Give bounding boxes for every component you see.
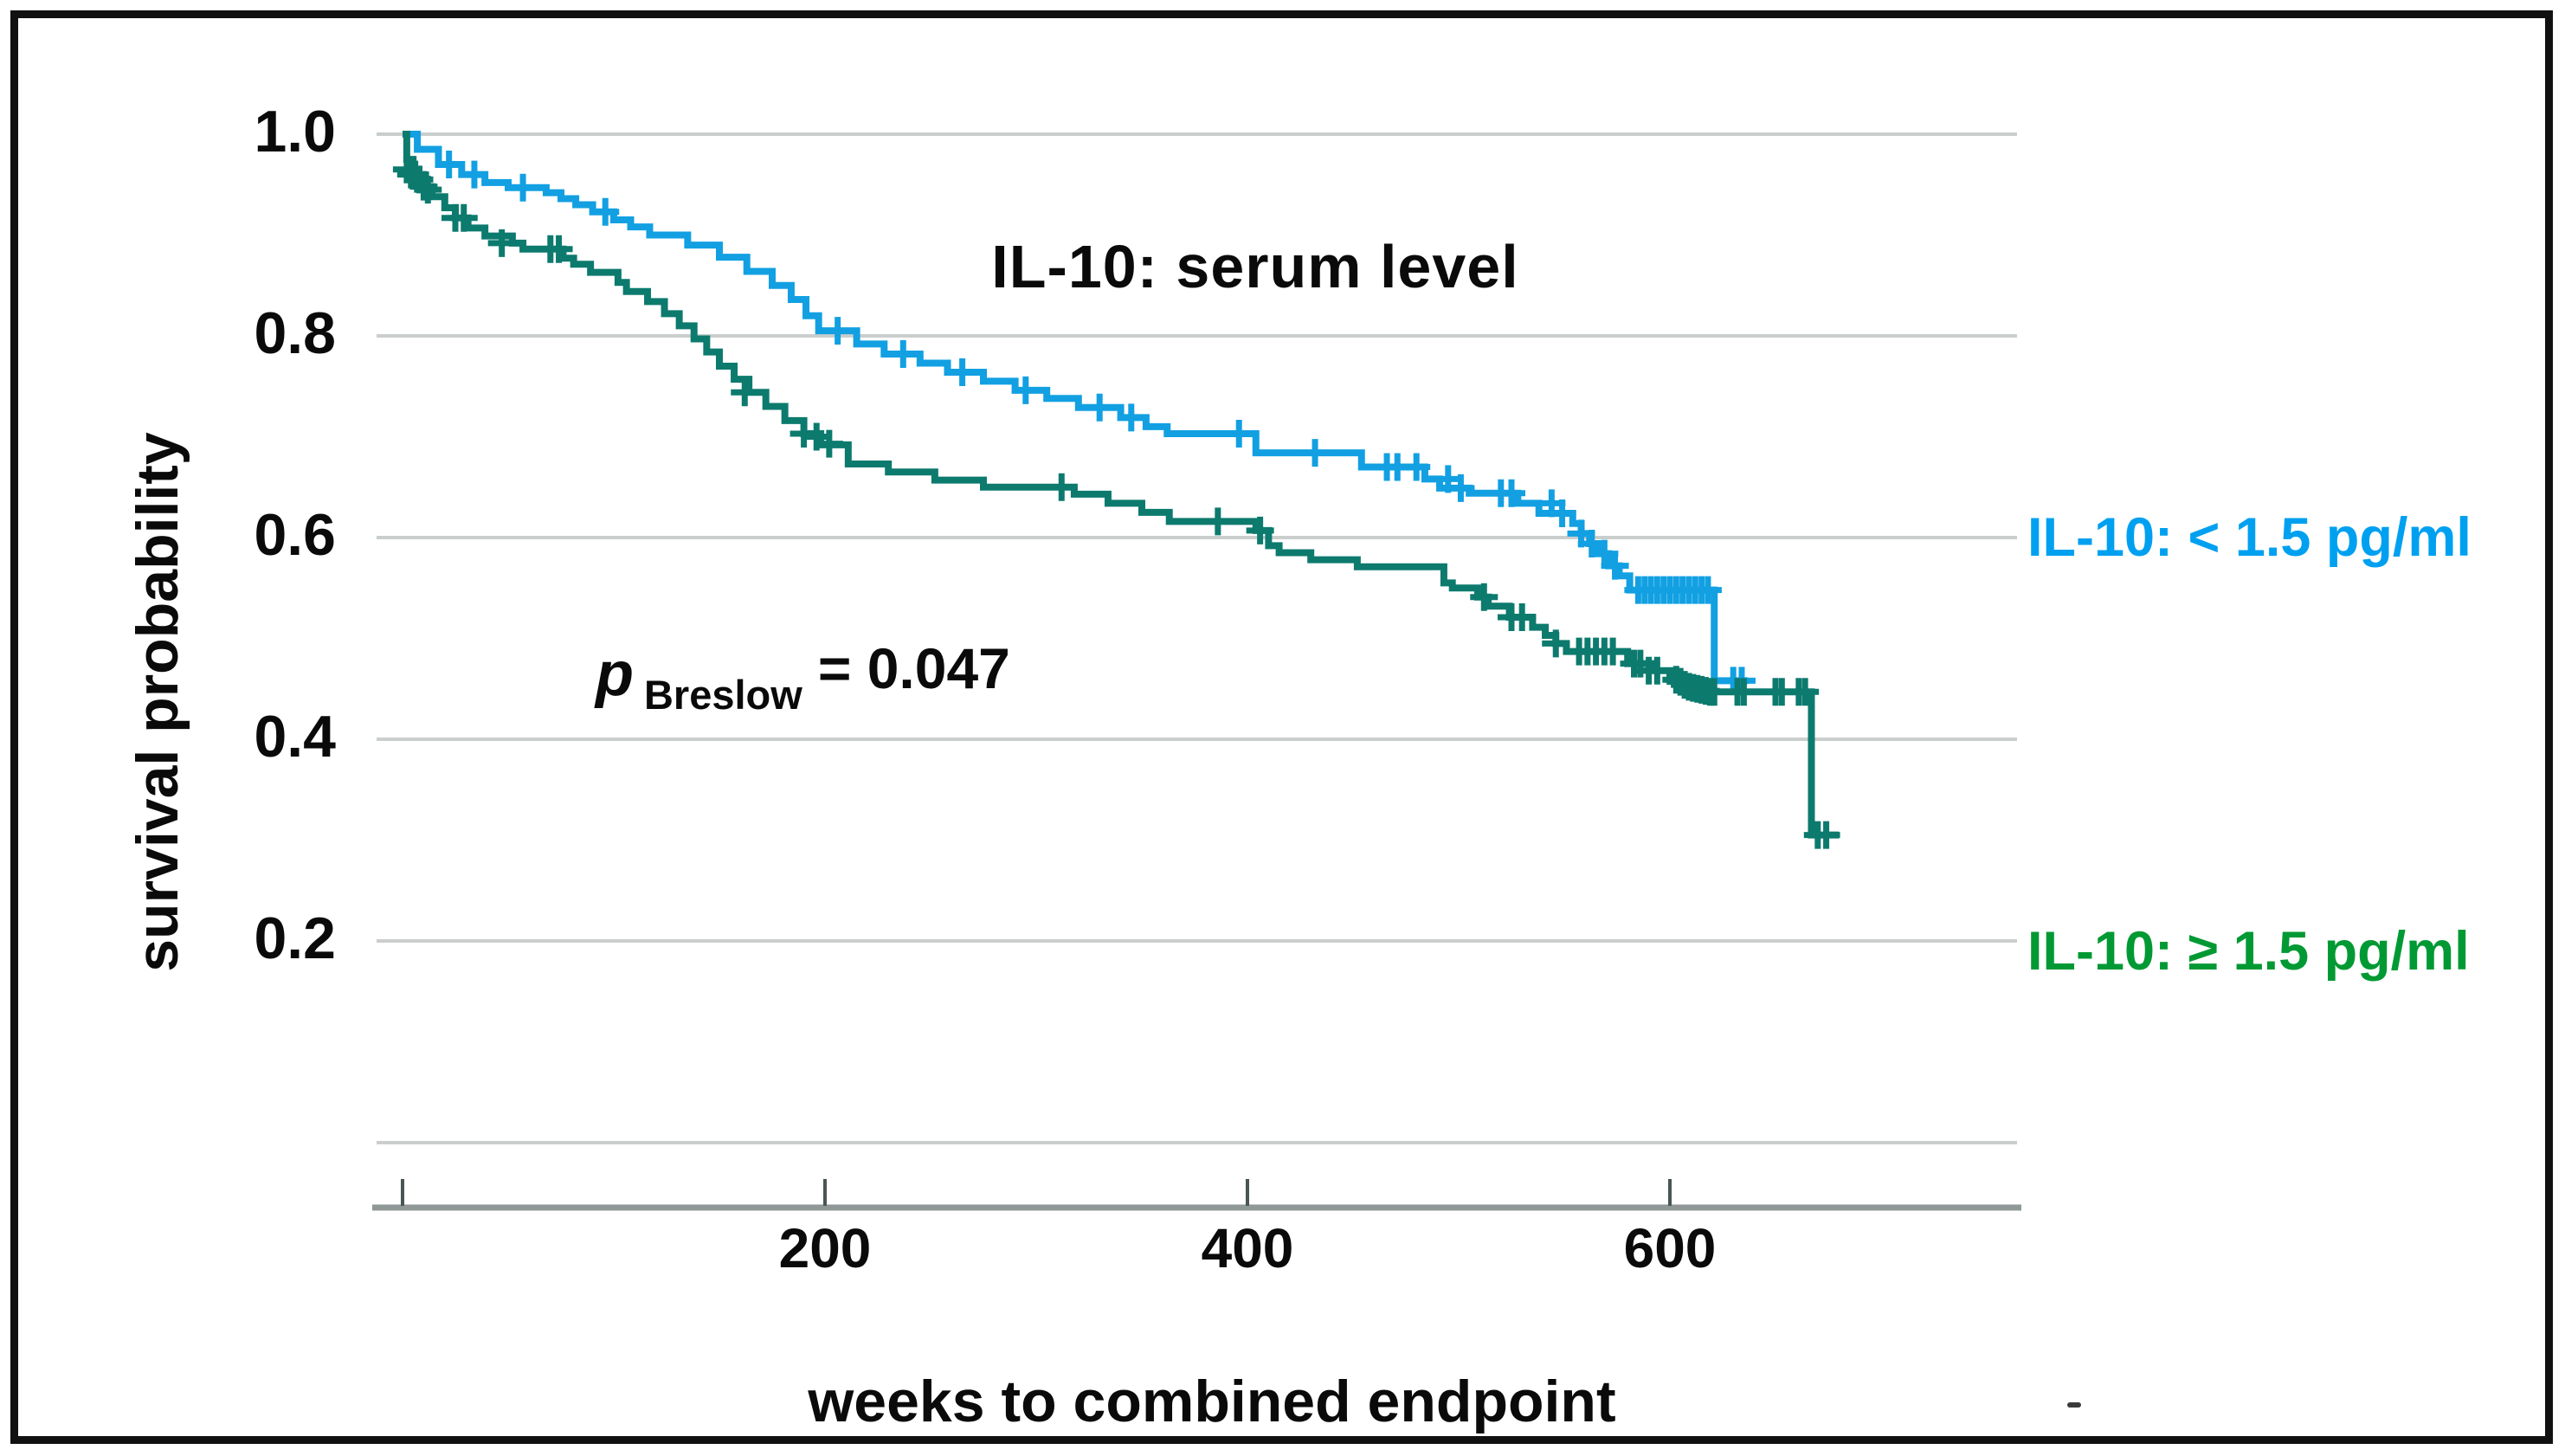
y-tick-label-0.6: 0.6: [254, 502, 336, 568]
p-value: = 0.047: [817, 636, 1010, 700]
legend-label-below-threshold: IL-10: < 1.5 pg/ml: [2027, 507, 2472, 568]
x-tick-label-200: 200: [778, 1217, 872, 1279]
p-symbol: p: [596, 640, 634, 709]
chart-title: IL-10: serum level: [991, 233, 1519, 300]
x-tick-label-400: 400: [1201, 1217, 1294, 1279]
y-tick-label-0.2: 0.2: [254, 905, 336, 971]
y-tick-label-1.0: 1.0: [254, 99, 336, 164]
figure-border: [10, 10, 2553, 1444]
y-tick-label-0.4: 0.4: [254, 704, 336, 770]
x-axis-title: weeks to combined endpoint: [808, 1369, 1616, 1434]
survival-curve-above-threshold: [403, 131, 1840, 839]
x-tick-label-600: 600: [1623, 1217, 1717, 1279]
legend-label-above-threshold: IL-10: ≥ 1.5 pg/ml: [2027, 921, 2470, 982]
p-subscript: Breslow: [643, 672, 802, 718]
stray-dot: [2067, 1402, 2081, 1408]
survival-curve-below-threshold: [403, 131, 1749, 685]
y-tick-label-0.8: 0.8: [254, 300, 336, 366]
p-value-annotation: p Breslow = 0.047: [596, 636, 1010, 718]
